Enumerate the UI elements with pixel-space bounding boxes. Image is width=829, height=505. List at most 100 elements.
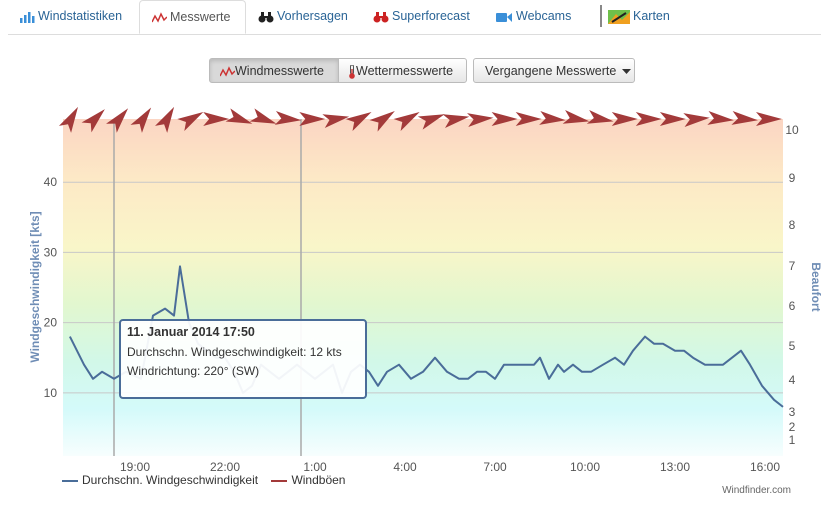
wind-direction-arrow-shape: [106, 108, 129, 133]
x-tick-label: 10:00: [570, 460, 600, 474]
beaufort-tick-label: 3: [789, 405, 796, 419]
wettermesswerte-button[interactable]: Wettermesswerte: [338, 58, 467, 83]
plot-background: [63, 119, 783, 456]
wind-direction-arrow: [539, 110, 566, 125]
thermometer-icon: [349, 64, 355, 79]
tab-karten[interactable]: Karten: [608, 0, 670, 33]
wind-direction-arrow-shape: [249, 108, 277, 124]
windmesswerte-label: Windmesswerte: [235, 64, 324, 78]
wind-direction-arrow: [249, 108, 277, 124]
caret-down-icon: [621, 68, 631, 74]
wind-direction-arrow-shape: [659, 112, 686, 126]
beaufort-tick-label: 5: [789, 339, 796, 353]
wind-direction-arrow: [515, 112, 542, 126]
x-tick-label: 13:00: [660, 460, 690, 474]
wind-direction-arrow-shape: [707, 110, 734, 125]
tab-label: Messwerte: [170, 10, 231, 24]
tooltip: 11. Januar 2014 17:50 Durchschn. Windges…: [119, 319, 367, 399]
tab-label: Windstatistiken: [38, 9, 123, 23]
beaufort-tick-label: 9: [789, 171, 796, 185]
beaufort-tick-label: 7: [789, 259, 796, 273]
tab-windstatistiken[interactable]: Windstatistiken: [20, 0, 122, 33]
wind-direction-arrow-shape: [203, 112, 230, 126]
wind-direction-arrow-shape: [442, 114, 470, 128]
tab-superforecast[interactable]: Superforecast: [373, 0, 470, 33]
bar-chart-icon: [20, 11, 35, 23]
wind-direction-arrow-shape: [299, 112, 326, 126]
wind-direction-arrow-shape: [274, 110, 302, 125]
wind-direction-arrow: [155, 106, 175, 133]
wind-direction-arrow: [417, 114, 445, 130]
wind-direction-arrow-shape: [611, 112, 638, 126]
wind-direction-arrow: [58, 106, 78, 133]
tooltip-title: 11. Januar 2014 17:50: [127, 325, 255, 339]
tab-label: Superforecast: [392, 9, 470, 23]
wind-direction-arrow: [225, 108, 253, 124]
wind-direction-arrow-shape: [225, 108, 253, 124]
wind-direction-arrow-shape: [491, 112, 518, 126]
wind-direction-arrow: [299, 112, 326, 126]
beaufort-tick-label: 10: [785, 123, 799, 137]
wind-direction-arrow: [345, 112, 372, 132]
wind-direction-arrow-shape: [81, 109, 105, 133]
wind-direction-arrow-shape: [515, 112, 542, 126]
wind-direction-arrow: [491, 112, 518, 126]
wind-direction-arrow-shape: [539, 110, 566, 125]
beaufort-tick-label: 6: [789, 299, 796, 313]
wind-direction-arrow: [756, 112, 782, 126]
vergangene-messwerte-dropdown[interactable]: Vergangene Messwerte: [473, 58, 635, 83]
tab-messwerte[interactable]: Messwerte: [139, 0, 246, 34]
wind-direction-arrow: [562, 110, 590, 124]
line-chart-icon: [151, 11, 168, 23]
wind-direction-arrow: [203, 112, 230, 126]
x-tick-label: 16:00: [750, 460, 780, 474]
wind-direction-arrow-shape: [345, 112, 372, 132]
tab-webcams[interactable]: Webcams: [496, 0, 571, 33]
wind-direction-arrow-shape: [731, 110, 758, 125]
wind-direction-arrow: [586, 110, 614, 124]
tooltip-avg-speed: Durchschn. Windgeschwindigkeit: 12 kts: [127, 345, 342, 359]
binoculars-icon: [258, 11, 274, 23]
wind-direction-arrow-shape: [369, 110, 395, 132]
wind-direction-arrow: [322, 114, 350, 128]
y-tick-label: 20: [44, 316, 58, 330]
wind-direction-arrow: [393, 112, 420, 132]
windmesswerte-button[interactable]: Windmesswerte: [209, 58, 339, 83]
legend-item-gust[interactable]: Windböen: [271, 473, 345, 487]
tab-separator: [600, 5, 602, 27]
legend-swatch-gust: [271, 479, 288, 482]
beaufort-tick-label: 1: [789, 433, 796, 447]
vergangene-messwerte-label: Vergangene Messwerte: [485, 64, 617, 78]
wind-direction-arrow: [731, 110, 758, 125]
wind-direction-arrow-shape: [155, 106, 175, 133]
wind-direction-arrow: [177, 112, 204, 132]
camera-icon: [496, 12, 512, 22]
x-tick-label: 19:00: [120, 460, 150, 474]
wind-direction-arrow: [442, 114, 470, 128]
wind-direction-arrow: [467, 113, 494, 128]
credits[interactable]: Windfinder.com: [722, 485, 791, 496]
wind-direction-arrow: [130, 107, 152, 133]
beaufort-tick-label: 2: [789, 420, 796, 434]
wind-direction-arrow: [707, 110, 734, 125]
wind-direction-arrow: [81, 109, 105, 133]
legend: Durchschn. Windgeschwindigkeit Windböen: [62, 473, 355, 487]
legend-item-avg[interactable]: Durchschn. Windgeschwindigkeit: [62, 473, 258, 487]
wind-direction-arrow-shape: [393, 112, 420, 132]
wind-direction-arrow-shape: [58, 106, 78, 133]
x-tick-label: 7:00: [483, 460, 507, 474]
tooltip-direction: Windrichtung: 220° (SW): [127, 364, 260, 378]
wind-direction-arrow: [635, 112, 662, 126]
wind-direction-arrow: [659, 112, 686, 126]
x-tick-label: 4:00: [393, 460, 417, 474]
legend-swatch-avg: [62, 479, 78, 482]
tab-label: Webcams: [516, 9, 572, 23]
legend-label-avg: Durchschn. Windgeschwindigkeit: [82, 473, 259, 487]
tab-vorhersagen[interactable]: Vorhersagen: [258, 0, 348, 33]
wind-direction-arrow-shape: [467, 113, 494, 128]
wind-direction-arrow: [611, 112, 638, 126]
x-tick-label: 1:00: [303, 460, 327, 474]
wind-direction-arrow: [274, 110, 302, 125]
binoculars-red-icon: [373, 11, 389, 23]
